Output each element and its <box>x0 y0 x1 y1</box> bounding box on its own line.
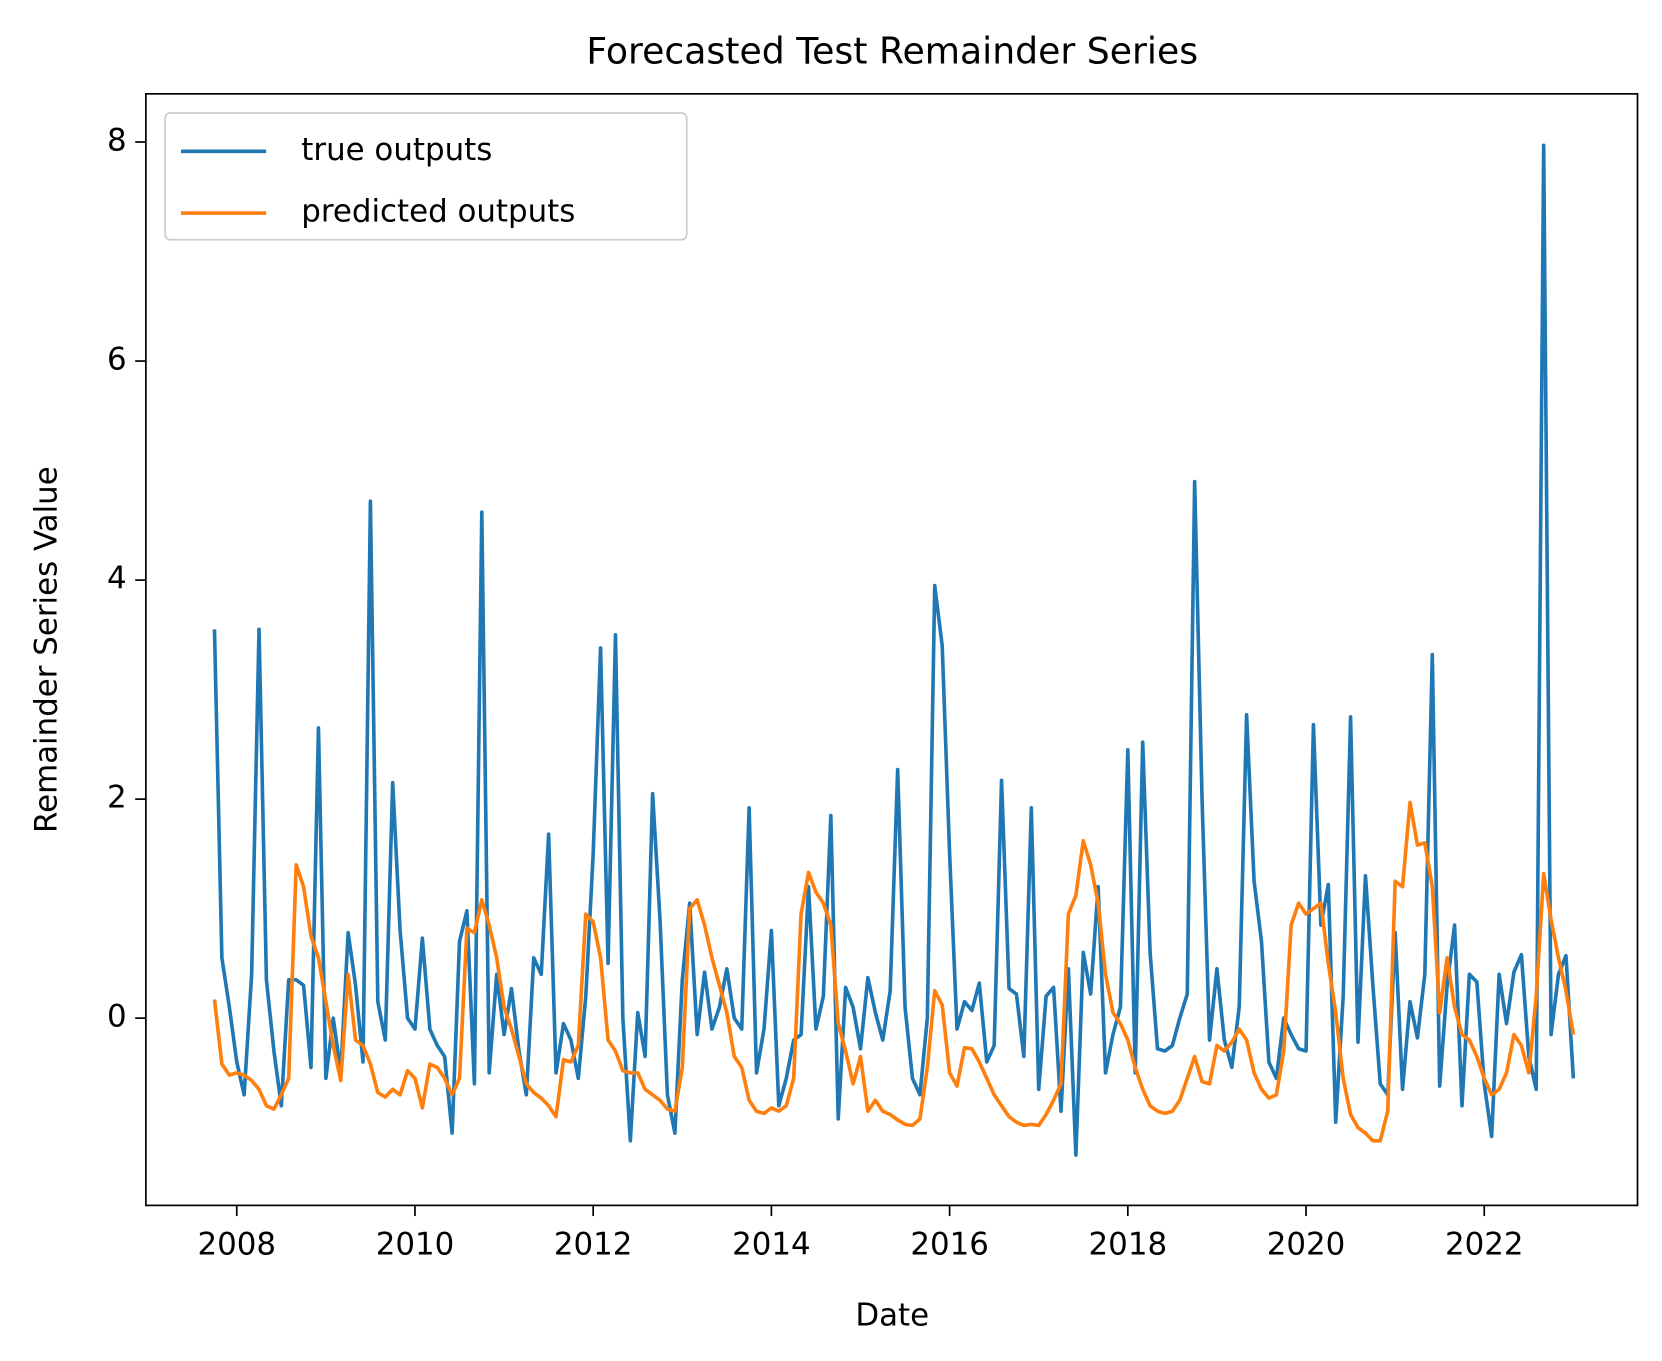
x-tick-label: 2012 <box>554 1226 633 1262</box>
legend-label: predicted outputs <box>301 194 575 230</box>
y-tick-label: 0 <box>107 999 127 1035</box>
plot-area <box>212 143 1576 1157</box>
x-tick-label: 2016 <box>910 1226 989 1262</box>
legend-box <box>164 112 688 241</box>
series-line <box>212 143 1576 1157</box>
y-tick-label: 4 <box>107 561 127 597</box>
plot-frame <box>145 92 1639 1207</box>
chart-title: Forecasted Test Remainder Series <box>586 29 1198 72</box>
y-tick-label: 2 <box>107 780 127 816</box>
x-tick-label: 2020 <box>1267 1226 1346 1262</box>
y-tick-label: 6 <box>107 342 127 378</box>
x-tick-label: 2018 <box>1089 1226 1168 1262</box>
x-tick-label: 2014 <box>732 1226 811 1262</box>
x-tick-label: 2010 <box>376 1226 455 1262</box>
x-tick-label: 2008 <box>197 1226 276 1262</box>
legend-label: true outputs <box>301 132 492 168</box>
y-axis-label: Remainder Series Value <box>28 466 64 833</box>
series-line <box>212 800 1576 1143</box>
y-tick-label: 8 <box>107 123 127 159</box>
x-axis-label: Date <box>855 1298 929 1334</box>
x-tick-label: 2022 <box>1445 1226 1524 1262</box>
